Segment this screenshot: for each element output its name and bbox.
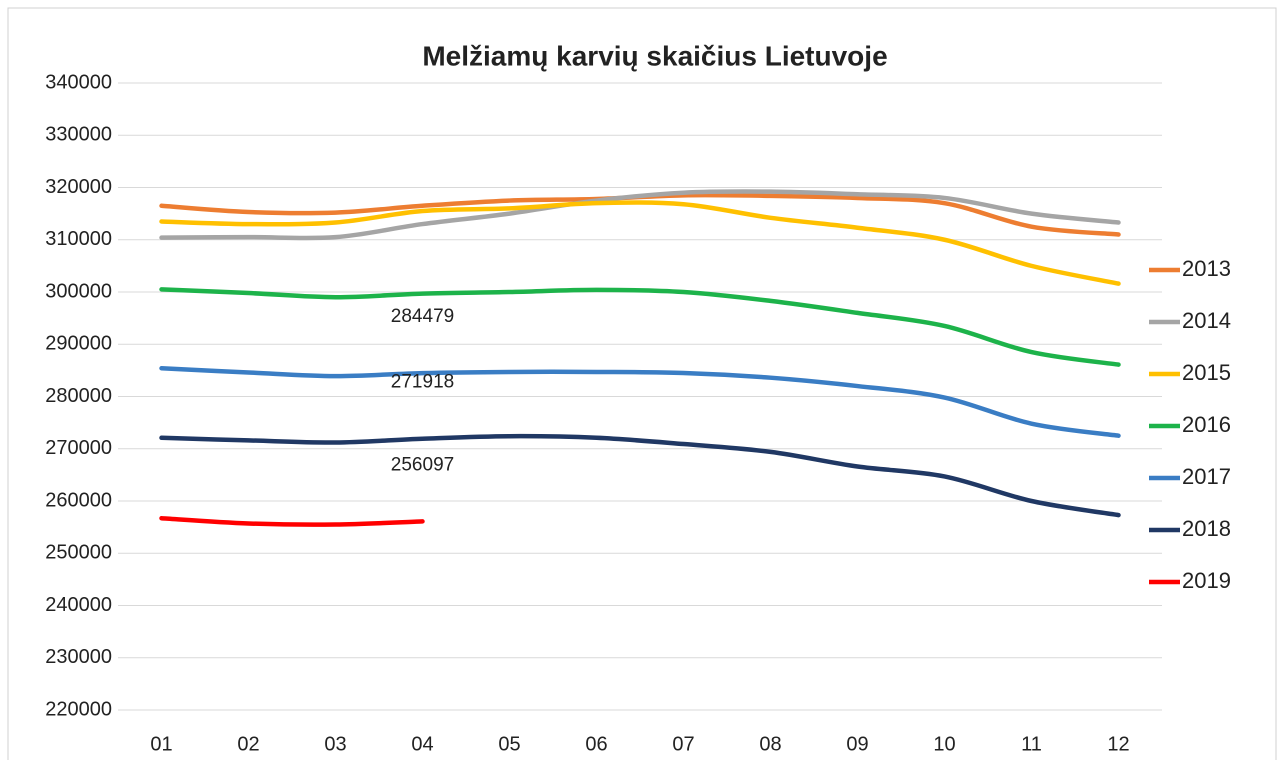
legend-label: 2018 bbox=[1182, 516, 1231, 541]
data-label: 284479 bbox=[391, 306, 454, 327]
series-line bbox=[159, 287, 1121, 367]
y-tick-label: 300000 bbox=[45, 280, 112, 302]
x-tick-label: 03 bbox=[324, 733, 346, 755]
series-line bbox=[159, 433, 1121, 518]
legend-label: 2019 bbox=[1182, 568, 1231, 593]
series-line bbox=[159, 515, 425, 527]
x-tick-label: 10 bbox=[933, 733, 955, 755]
y-tick-label: 270000 bbox=[45, 437, 112, 459]
y-tick-label: 280000 bbox=[45, 385, 112, 407]
chart-title: Melžiamų karvių skaičius Lietuvoje bbox=[422, 40, 887, 71]
y-tick-label: 340000 bbox=[45, 71, 112, 93]
x-tick-label: 06 bbox=[585, 733, 607, 755]
y-tick-label: 250000 bbox=[45, 542, 112, 564]
y-tick-label: 240000 bbox=[45, 594, 112, 616]
y-tick-label: 310000 bbox=[45, 228, 112, 250]
legend-label: 2016 bbox=[1182, 412, 1231, 437]
y-tick-label: 330000 bbox=[45, 124, 112, 146]
chart-border bbox=[7, 7, 1277, 760]
series-line bbox=[159, 200, 1121, 286]
x-tick-label: 01 bbox=[150, 733, 172, 755]
y-tick-label: 320000 bbox=[45, 176, 112, 198]
legend-label: 2015 bbox=[1182, 360, 1231, 385]
series-line bbox=[159, 366, 1121, 438]
x-tick-label: 05 bbox=[498, 733, 520, 755]
y-tick-label: 290000 bbox=[45, 333, 112, 355]
y-tick-label: 260000 bbox=[45, 489, 112, 511]
x-tick-label: 08 bbox=[759, 733, 781, 755]
series-line bbox=[159, 189, 1121, 241]
legend-label: 2017 bbox=[1182, 464, 1231, 489]
x-tick-label: 07 bbox=[672, 733, 694, 755]
data-label: 271918 bbox=[391, 372, 454, 393]
y-tick-label: 230000 bbox=[45, 646, 112, 668]
x-tick-label: 12 bbox=[1107, 733, 1129, 755]
legend-label: 2014 bbox=[1182, 308, 1231, 333]
y-tick-label: 220000 bbox=[45, 698, 112, 720]
x-tick-label: 11 bbox=[1021, 733, 1042, 755]
data-label: 256097 bbox=[391, 454, 454, 475]
x-tick-label: 04 bbox=[411, 733, 433, 755]
x-tick-label: 02 bbox=[237, 733, 259, 755]
legend-label: 2013 bbox=[1182, 256, 1231, 281]
x-tick-label: 09 bbox=[846, 733, 868, 755]
